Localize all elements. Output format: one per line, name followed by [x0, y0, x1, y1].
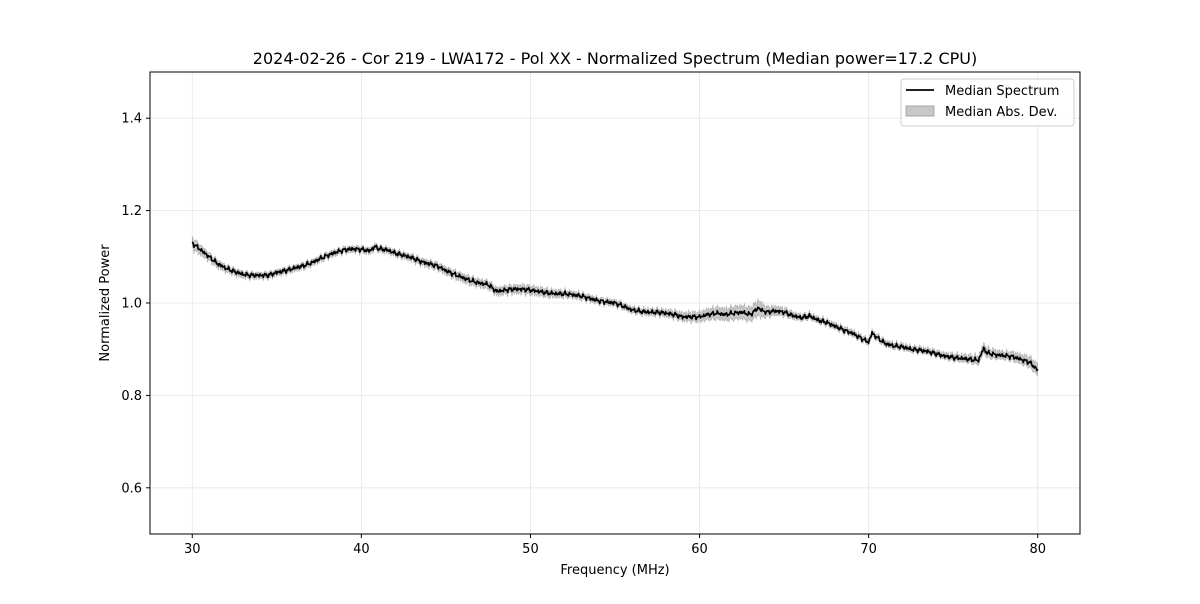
median-spectrum-line: [191, 241, 1039, 372]
x-tick-label: 60: [691, 542, 708, 557]
y-tick-label: 1.2: [121, 204, 142, 219]
legend: Median Spectrum Median Abs. Dev.: [900, 78, 1075, 127]
median-line-layer: [191, 241, 1039, 372]
x-tick-label: 50: [522, 542, 539, 557]
legend-band-swatch: [905, 105, 935, 117]
y-tick-label: 1.0: [121, 297, 142, 312]
x-axis-ticks: 30 40 50 60 70 80: [184, 534, 1046, 557]
mad-band: [191, 236, 1039, 377]
x-tick-label: 40: [353, 542, 370, 557]
legend-entry-median-spectrum: Median Spectrum: [945, 84, 1059, 99]
x-tick-label: 80: [1029, 542, 1046, 557]
mad-band-layer: [191, 236, 1039, 377]
x-tick-label: 70: [860, 542, 877, 557]
y-tick-label: 0.6: [121, 481, 142, 496]
legend-box: [900, 78, 1075, 127]
y-axis-label: Normalized Power: [98, 244, 113, 362]
y-tick-label: 0.8: [121, 389, 142, 404]
x-axis-label: Frequency (MHz): [560, 563, 669, 578]
y-axis-ticks: 0.6 0.8 1.0 1.2 1.4: [121, 112, 150, 496]
legend-entry-mad: Median Abs. Dev.: [945, 105, 1057, 120]
x-tick-label: 30: [184, 542, 201, 557]
chart-title: 2024-02-26 - Cor 219 - LWA172 - Pol XX -…: [253, 49, 977, 68]
y-tick-label: 1.4: [121, 112, 142, 127]
